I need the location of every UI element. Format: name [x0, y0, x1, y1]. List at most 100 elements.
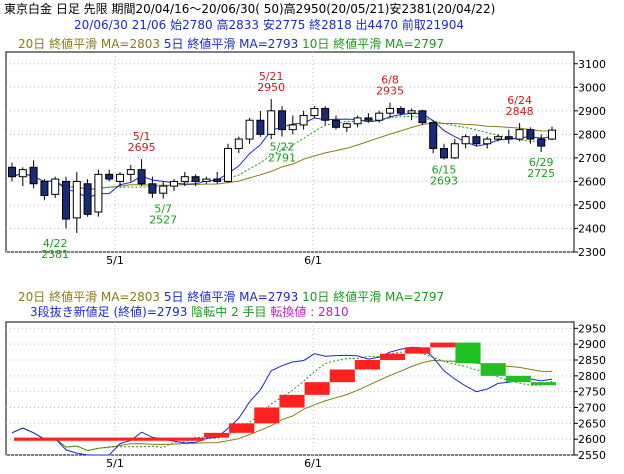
top-ytick-label-0: 3100	[578, 58, 606, 71]
annotation-low-value-4: 2791	[268, 151, 296, 164]
lower-info-count: 2 手目	[231, 305, 267, 319]
candle-body-48	[526, 129, 535, 140]
new-price-box-3	[254, 407, 280, 424]
header-line-2: 20/06/30 21/06 始2780 高2833 安2775 終2818 出…	[74, 18, 465, 32]
bottom-ytick-label-1: 2900	[578, 338, 606, 351]
new-price-box-2	[229, 423, 255, 433]
annotation-high-value-3: 2950	[257, 81, 285, 94]
candle-body-46	[504, 136, 513, 140]
candle-body-40	[440, 147, 448, 159]
top-xtick-label-0: 5/1	[106, 254, 124, 267]
candle-body-2	[29, 166, 38, 185]
candle-body-39	[429, 122, 438, 149]
bottom-ytick-label-3: 2800	[578, 370, 606, 383]
candle-body-0	[8, 166, 16, 178]
bottom-ytick-label-5: 2700	[578, 402, 606, 415]
candle-body-33	[364, 117, 373, 121]
candle-body-19	[213, 178, 222, 182]
candle-body-6	[72, 180, 81, 219]
annotation-low-value-0: 2381	[41, 248, 69, 261]
new-price-box-0	[14, 437, 204, 441]
annotation-high-value-1: 2695	[128, 141, 156, 154]
candle-body-13	[148, 183, 157, 194]
annotation-high-date-1: 5/1	[133, 130, 151, 143]
candle-body-7	[83, 183, 92, 215]
annotation-low-date-0: 4/22	[43, 237, 68, 250]
annotation-low-value-6: 2693	[430, 175, 458, 188]
candle-body-41	[450, 143, 459, 159]
top-ytick-label-7: 2400	[578, 222, 606, 235]
annotation-low-date-2: 5/7	[154, 203, 172, 216]
top-gridlines: 3100 3000 2900 2800 2700 2600 2500 2400 2300 5/1 6…	[6, 58, 606, 267]
candle-body-28	[310, 107, 319, 117]
candle-body-31	[342, 123, 351, 128]
bottom-panel: 2950 2900 2850 2800 2750 2700 2650 2600 2550 5/1 6…	[5, 321, 606, 470]
new-price-box-14	[530, 382, 556, 386]
candle-body-1	[18, 169, 27, 178]
lower-info-line: 3段抜き新値足 (終値)=2793 陰転中 2 手目 転換値 : 2810	[30, 305, 349, 319]
candle-body-42	[461, 136, 470, 145]
candle-body-34	[375, 112, 384, 121]
candle-body-16	[180, 176, 189, 182]
annotation-high-date-5: 6/8	[381, 74, 399, 87]
candle-body-44	[483, 138, 492, 145]
new-price-box-12	[480, 363, 506, 376]
legend-ma5-bottom: 5日 終値平滑 MA=2793	[163, 290, 299, 304]
legend-ma5: 5日 終値平滑 MA=2793	[163, 37, 299, 51]
top-ytick-label-6: 2500	[578, 199, 606, 212]
new-price-box-8	[380, 353, 406, 360]
annotation-high-date-7: 6/24	[507, 94, 532, 107]
candle-body-32	[353, 117, 362, 125]
bottom-ytick-label-6: 2650	[578, 417, 606, 430]
bottom-ytick-label-2: 2850	[578, 354, 606, 367]
candle-body-17	[191, 176, 200, 182]
candle-body-5	[62, 180, 70, 220]
new-price-box-4	[279, 394, 305, 408]
bottom-new-price-bars	[14, 342, 556, 441]
bottom-ytick-label-8: 2550	[578, 449, 606, 462]
candle-body-26	[288, 124, 297, 131]
bottom-xtick-label-1: 6/1	[304, 457, 322, 470]
candle-body-4	[51, 178, 60, 195]
legend-ma10: 10日 終値平滑 MA=2797	[302, 37, 445, 51]
legend-ma20: 20日 終値平滑 MA=2803	[18, 37, 161, 51]
candle-body-12	[137, 169, 146, 185]
top-xtick-label-1: 6/1	[304, 254, 322, 267]
candle-body-29	[321, 107, 330, 121]
candle-body-36	[396, 107, 405, 114]
annotation-high-date-3: 5/21	[259, 70, 284, 83]
top-panel: 3100 3000 2900 2800 2700 2600 2500 2400 2300 5/1 6…	[5, 51, 606, 267]
candle-body-24	[267, 110, 276, 135]
candle-body-22	[245, 119, 254, 140]
new-price-box-13	[505, 375, 531, 383]
candle-body-49	[537, 138, 546, 147]
bottom-xtick-label-0: 5/1	[106, 457, 124, 470]
new-price-box-6	[329, 369, 355, 383]
candle-body-20	[224, 147, 232, 182]
bottom-ytick-label-4: 2750	[578, 386, 606, 399]
bottom-ytick-label-7: 2600	[578, 433, 606, 446]
bottom-ma5-line	[11, 346, 553, 456]
new-price-box-9	[405, 347, 431, 354]
new-price-box-5	[304, 382, 330, 395]
annotation-low-date-4: 5/22	[270, 140, 295, 153]
header-line-1: 東京白金 日足 先限 期間20/04/16～20/06/30( 50)高2950…	[4, 2, 496, 16]
candle-body-35	[386, 107, 394, 114]
new-price-box-11	[455, 342, 481, 364]
top-plot-frame	[5, 51, 575, 253]
candle-body-43	[472, 136, 481, 145]
annotation-high-value-7: 2848	[506, 105, 534, 118]
candle-body-47	[515, 129, 524, 140]
candle-body-23	[256, 119, 265, 135]
candle-body-21	[234, 138, 243, 149]
candle-body-11	[126, 169, 135, 175]
annotation-low-date-6: 6/15	[432, 164, 457, 177]
top-ytick-label-2: 2900	[578, 105, 606, 118]
candle-body-18	[202, 178, 211, 182]
annotation-low-value-8: 2725	[527, 167, 555, 180]
candle-body-50	[548, 129, 556, 140]
candle-body-25	[278, 110, 286, 131]
candle-body-14	[159, 185, 168, 194]
